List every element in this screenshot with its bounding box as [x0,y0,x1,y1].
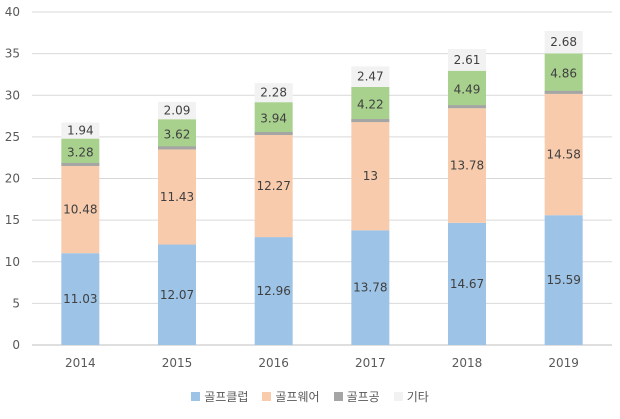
y-tick-label: 25 [5,130,20,144]
legend-item: 기타 [393,388,429,405]
gridlines [32,11,612,346]
data-label: 13.78 [353,281,387,295]
data-label: 12.27 [256,179,290,193]
x-tick-label: 2015 [162,356,193,370]
data-label: 4.22 [357,97,384,111]
bar-segment [544,215,583,345]
x-tick-label: 2016 [258,356,289,370]
bar-segment [544,93,583,216]
bar-segment [61,165,100,254]
data-label: 3.28 [67,145,94,159]
bar-segment [158,119,196,150]
bar-segment [61,122,100,139]
y-tick-label: 35 [5,47,20,61]
y-tick-label: 5 [12,296,20,310]
y-axis-ticks: 0 5 10 15 20 25 30 35 40 [5,5,20,352]
bar-segment [544,31,583,54]
data-label: 2.28 [260,86,287,100]
data-label: 2.09 [164,104,191,118]
legend-swatch [393,392,403,401]
legend-swatch [333,392,343,401]
bar-segment [158,149,196,245]
data-label: 3.94 [260,112,287,126]
y-tick-label: 15 [5,213,20,227]
bar-segment [254,83,293,103]
x-axis-ticks: 2014 2015 2016 2017 2018 2019 [65,356,579,370]
y-tick-label: 20 [5,172,20,186]
data-label: 4.49 [454,82,481,96]
data-label: 2.68 [550,35,577,49]
bar-segment [448,49,486,71]
data-label: 4.86 [550,67,577,81]
bar-segment-edge [544,90,583,94]
data-label: 1.94 [67,124,94,138]
data-label: 12.07 [160,288,194,302]
y-tick-label: 0 [12,338,20,352]
data-label: 14.58 [546,148,580,162]
data-label: 12.96 [256,284,290,298]
legend-label: 골프웨어 [275,390,320,404]
x-tick-label: 2019 [548,356,579,370]
bar-segment [544,53,583,94]
legend-label: 골프클럽 [204,390,249,404]
bar-segment [448,108,486,223]
legend-item: 골프웨어 [262,388,320,405]
legend-label: 골프공 [346,390,380,404]
data-label: 11.03 [63,292,97,306]
bar-segment [158,244,196,345]
bar-segment [254,237,293,345]
bar-segment [61,138,100,166]
data-label: 3.62 [164,127,191,141]
bar-segment [158,101,196,120]
bar-segment [351,66,390,87]
bar-segment [254,102,293,135]
data-label: 2.47 [357,70,384,84]
bars [61,31,583,345]
bar-segment-edge [61,162,100,166]
x-tick-label: 2014 [65,356,96,370]
data-label: 13.78 [450,159,484,173]
y-tick-label: 30 [5,88,20,102]
bar-segment-edge [351,119,390,123]
y-tick-label: 10 [5,255,20,269]
data-label: 15.59 [546,273,580,287]
legend-swatch [262,392,272,401]
data-label: 13 [363,169,378,183]
y-tick-label: 40 [5,5,20,19]
legend-item: 골프공 [333,388,380,405]
bar-segment [254,134,293,238]
data-label: 10.48 [63,203,97,217]
legend-label: 기타 [406,390,429,404]
bar-segment-edge [448,105,486,109]
data-label: 11.43 [160,190,194,204]
legend: 골프클럽 골프웨어 골프공 기타 [0,388,620,405]
data-label: 14.67 [450,277,484,291]
legend-swatch [191,392,201,401]
bar-segment-edge [158,146,196,150]
bar-segment [448,70,486,109]
x-tick-label: 2017 [355,356,386,370]
data-labels: 11.03 10.48 3.28 1.94 12.07 11.43 3.62 2.09 12.9… [63,35,581,306]
x-tick-label: 2018 [452,356,483,370]
bar-segment [351,122,390,231]
legend-item: 골프클럽 [191,388,248,405]
bar-segment [351,230,390,345]
bar-segment [61,253,100,345]
data-label: 2.61 [454,53,481,67]
bar-segment-edge [254,131,293,135]
bar-segment [448,222,486,345]
bar-segment [351,86,390,123]
